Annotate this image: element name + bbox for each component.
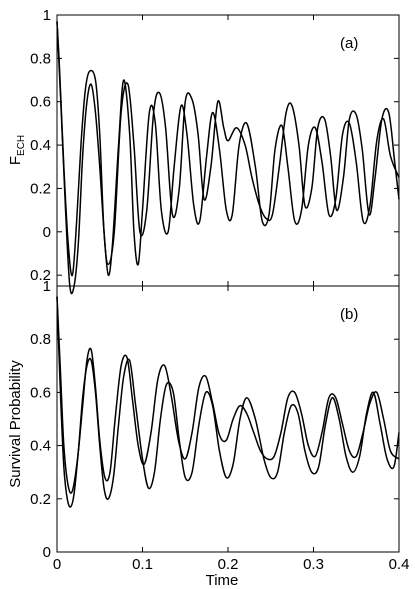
- panel-a-ytick-label-4: 0.2: [30, 180, 51, 197]
- panel-a-series-1-line: [56, 21, 400, 295]
- panel-b-xtick-label-4: 0.4: [389, 556, 410, 573]
- panel-b-ticks: 1 0.8 0.6 0.4 0.2 00 0.1 0.2 0.3 0.4: [30, 278, 409, 573]
- panel-b-ytick-label-1: 0.8: [30, 331, 51, 348]
- panel-b: 1 0.8 0.6 0.4 0.2 00 0.1 0.2 0.3 0.4 (b) Survival…: [7, 278, 409, 589]
- panel-a-ytick-label-0: 1: [43, 7, 51, 24]
- panel-a-ticks: 1 0.8 0.6 0.4 0.2 0 0.2: [30, 7, 400, 286]
- panel-b-xtick-label-2: 0.2: [218, 556, 239, 573]
- panel-a-frame: [56, 14, 400, 287]
- panel-a-ytick-label-6: 0.2: [30, 267, 51, 284]
- panel-a-ytick-label-2: 0.6: [30, 94, 51, 111]
- panel-a-ytick-label-3: 0.4: [30, 137, 51, 154]
- panel-a-ytick-label-1: 0.8: [30, 50, 51, 67]
- panel-b-xlabel: Time: [206, 572, 239, 589]
- panel-b-ylabel: Survival Probability: [7, 360, 24, 488]
- panel-a-ylabel-main: F: [7, 156, 24, 165]
- panel-a: 1 0.8 0.6 0.4 0.2 0 0.2 (a) FECH: [7, 7, 400, 295]
- panel-b-lines: [56, 296, 400, 508]
- panel-a-ytick-label-5: 0: [43, 224, 51, 241]
- panel-a-lines: [56, 21, 400, 295]
- panel-b-series-1-line: [56, 296, 400, 508]
- panel-b-xtick-label-0: 0: [53, 556, 61, 573]
- panel-b-label: (b): [340, 306, 358, 323]
- panel-b-xtick-label-1: 0.1: [132, 556, 153, 573]
- panel-a-series-0-line: [56, 21, 400, 277]
- panel-a-label: (a): [340, 35, 358, 52]
- panel-b-ytick-label-3: 0.4: [30, 438, 51, 455]
- panel-a-ylabel-sub: ECH: [16, 135, 27, 156]
- panel-b-xtick-label-3: 0.3: [303, 556, 324, 573]
- panel-b-ytick-label-0: 1: [43, 278, 51, 295]
- panel-b-ytick-label-2: 0.6: [30, 384, 51, 401]
- panel-b-ytick-label-4: 0.2: [30, 491, 51, 508]
- panel-b-ytick-label-5: 0: [43, 544, 51, 561]
- panel-a-ylabel: FECH: [7, 135, 27, 165]
- panel-b-frame: [56, 285, 400, 553]
